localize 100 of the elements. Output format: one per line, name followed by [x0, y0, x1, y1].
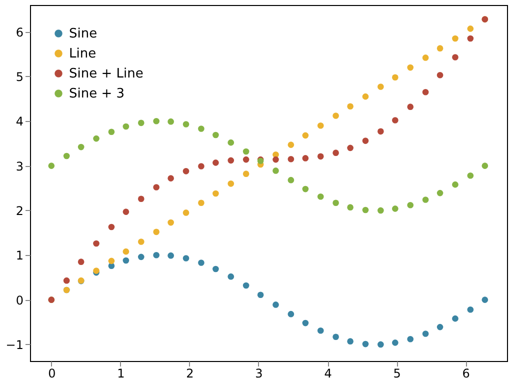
point	[362, 340, 369, 348]
point	[257, 292, 264, 298]
point	[242, 148, 250, 155]
point	[78, 144, 84, 150]
y-tick-label: 3	[16, 159, 24, 174]
point	[153, 228, 160, 236]
y-tick-label: 6	[16, 25, 24, 40]
point	[482, 296, 488, 303]
point	[347, 204, 354, 210]
point	[452, 35, 458, 42]
point	[48, 162, 55, 169]
point	[302, 132, 309, 139]
point	[378, 207, 384, 214]
point	[198, 126, 204, 132]
point	[212, 160, 219, 166]
point	[332, 150, 339, 156]
point	[436, 45, 444, 52]
legend-label: Sine	[69, 26, 98, 42]
point	[378, 128, 384, 135]
point	[317, 122, 324, 129]
point	[392, 206, 398, 212]
point	[407, 104, 414, 110]
point	[242, 282, 250, 289]
point	[302, 155, 309, 162]
point	[122, 123, 130, 130]
x-tick-label: 5	[393, 366, 401, 380]
y-tick-label: 5	[16, 70, 24, 84]
point	[347, 103, 354, 110]
point	[272, 168, 279, 174]
point	[182, 210, 190, 216]
point	[467, 306, 474, 313]
point	[63, 277, 70, 284]
point	[93, 135, 100, 142]
point	[422, 330, 429, 337]
point	[93, 240, 100, 247]
point	[436, 72, 444, 78]
point	[272, 302, 279, 308]
point	[422, 88, 429, 96]
point	[182, 168, 190, 174]
point	[108, 258, 115, 264]
point	[168, 252, 174, 259]
point	[228, 157, 234, 164]
point	[452, 315, 458, 322]
point	[407, 64, 414, 71]
x-tick-label: 2	[186, 366, 194, 380]
point	[122, 257, 130, 264]
point	[302, 320, 309, 326]
point	[212, 266, 219, 272]
legend-label: Line	[69, 46, 96, 62]
point	[63, 152, 70, 160]
point	[347, 338, 354, 344]
point	[317, 327, 324, 334]
point	[467, 35, 474, 42]
point	[138, 196, 144, 202]
x-tick-label: 0	[48, 366, 56, 380]
point	[378, 341, 384, 348]
y-tick-label: 2	[16, 204, 24, 218]
point	[228, 139, 234, 146]
point	[288, 176, 294, 184]
point	[332, 334, 339, 340]
point	[198, 260, 204, 266]
point	[452, 54, 458, 60]
x-tick-label: 6	[462, 366, 470, 380]
point	[212, 190, 219, 197]
point	[347, 144, 354, 152]
point	[153, 184, 160, 190]
point	[138, 120, 144, 126]
point	[168, 118, 174, 125]
point	[153, 118, 160, 124]
point	[182, 255, 190, 262]
point	[288, 156, 294, 162]
point	[272, 156, 279, 163]
point	[452, 181, 458, 188]
point	[332, 200, 339, 206]
point	[392, 74, 398, 81]
point	[482, 162, 488, 169]
point	[332, 112, 339, 119]
point	[138, 254, 144, 260]
point	[302, 186, 309, 192]
legend-label: Sine + Line	[69, 66, 144, 82]
legend-label: Sine + 3	[69, 86, 125, 102]
y-tick-label: 1	[16, 248, 24, 263]
point	[362, 138, 369, 144]
point	[467, 26, 474, 32]
y-tick-label: −1	[6, 338, 24, 352]
point	[362, 93, 369, 100]
point	[168, 175, 174, 182]
point	[392, 340, 398, 346]
point	[422, 196, 429, 203]
point	[228, 180, 234, 187]
point	[108, 224, 115, 230]
point	[436, 190, 444, 196]
point	[436, 324, 444, 330]
point	[122, 248, 130, 255]
point	[138, 238, 144, 245]
x-tick-label: 4	[324, 366, 332, 380]
point	[242, 170, 250, 177]
point	[242, 156, 250, 163]
point	[228, 273, 234, 280]
x-tick-label: 1	[117, 366, 125, 380]
